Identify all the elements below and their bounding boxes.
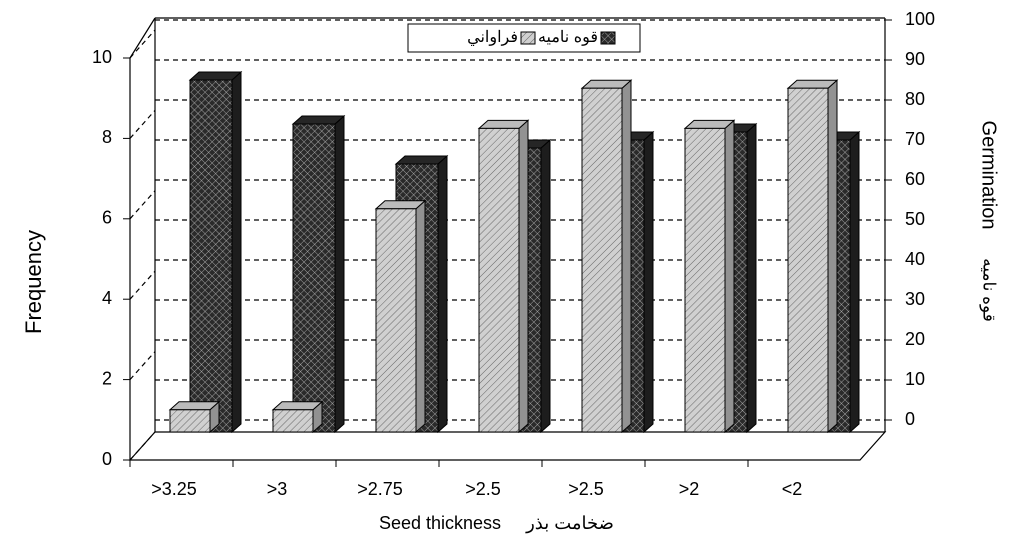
wall-grid-line [129,270,156,300]
bar-germination-side [746,122,757,434]
bar-germination-side [231,70,242,434]
bar-germination-top [291,115,346,125]
y-tick-label: 0 [102,449,112,469]
y-tick-label: 6 [102,208,112,228]
bar-frequency [787,87,829,433]
bar-frequency-side [518,119,529,434]
y-tick-label: 4 [102,288,112,308]
y2-tick-label: 20 [905,329,925,349]
x-axis-label-fa: ضخامت بذر [525,513,614,534]
wall-grid-line [129,110,156,139]
bar-frequency-top [786,79,839,89]
bar-germination-side [643,130,654,434]
bar-frequency-top [271,401,324,411]
bar-frequency-top [374,200,427,210]
y2-tick-label: 30 [905,289,925,309]
bar-frequency-side [724,119,735,434]
bar-germination-side [849,130,860,434]
y-tick-label: 2 [102,368,112,388]
legend-label: فراواني [467,29,518,46]
y2-tick-label: 10 [905,369,925,389]
bar-frequency-top [168,401,221,411]
bar-germination-side [540,138,551,434]
wall-grid-line [129,190,156,220]
x-axis-label: Seed thickness [379,513,501,533]
bar-frequency-side [827,79,838,434]
x-tick-label: >2 [679,479,700,499]
y2-axis-label: Germination [978,121,1000,230]
y2-axis-label-fa: قوه ناميه [979,258,999,322]
y2-tick-label: 40 [905,249,925,269]
x-tick-label: >2.5 [465,479,501,499]
bar-frequency-top [580,79,633,89]
bar-germination-side [437,154,448,434]
bar-frequency [375,208,417,433]
bar-germination-top [188,71,243,81]
bar-frequency [478,127,520,433]
bar-frequency [169,409,211,433]
bar-frequency-top [683,119,736,129]
y2-tick-label: 0 [905,409,915,429]
bar-frequency [272,409,314,433]
legend-swatch [600,31,616,45]
bar-frequency-side [415,199,426,434]
y2-tick-label: 60 [905,169,925,189]
legend: قوه ناميه فراواني [407,23,641,53]
x-tick-label: <2 [782,479,803,499]
x-tick-label: >3.25 [151,479,197,499]
y2-tick-label: 100 [905,9,935,29]
y2-tick-label: 50 [905,209,925,229]
bar-frequency-side [621,79,632,434]
wall-grid-line [129,29,156,59]
bar-germination [189,79,233,433]
y-axis-label: Frequency [21,230,46,334]
y-tick-label: 8 [102,127,112,147]
bar-frequency [581,87,623,433]
wall-grid-line [129,431,156,461]
x-tick-label: >2.5 [568,479,604,499]
legend-swatch [520,31,536,45]
y-tick-label: 10 [92,47,112,67]
y2-tick-label: 90 [905,49,925,69]
y2-tick-label: 80 [905,89,925,109]
bar-germination [292,123,336,433]
bar-germination-top [394,155,449,165]
wall-grid-line [129,351,156,380]
legend-label: قوه ناميه [538,29,598,46]
x-tick-label: >2.75 [357,479,403,499]
x-tick-label: >3 [267,479,288,499]
bar-germination-side [334,114,345,434]
bar-frequency-top [477,119,530,129]
bar-frequency [684,127,726,433]
y2-tick-label: 70 [905,129,925,149]
